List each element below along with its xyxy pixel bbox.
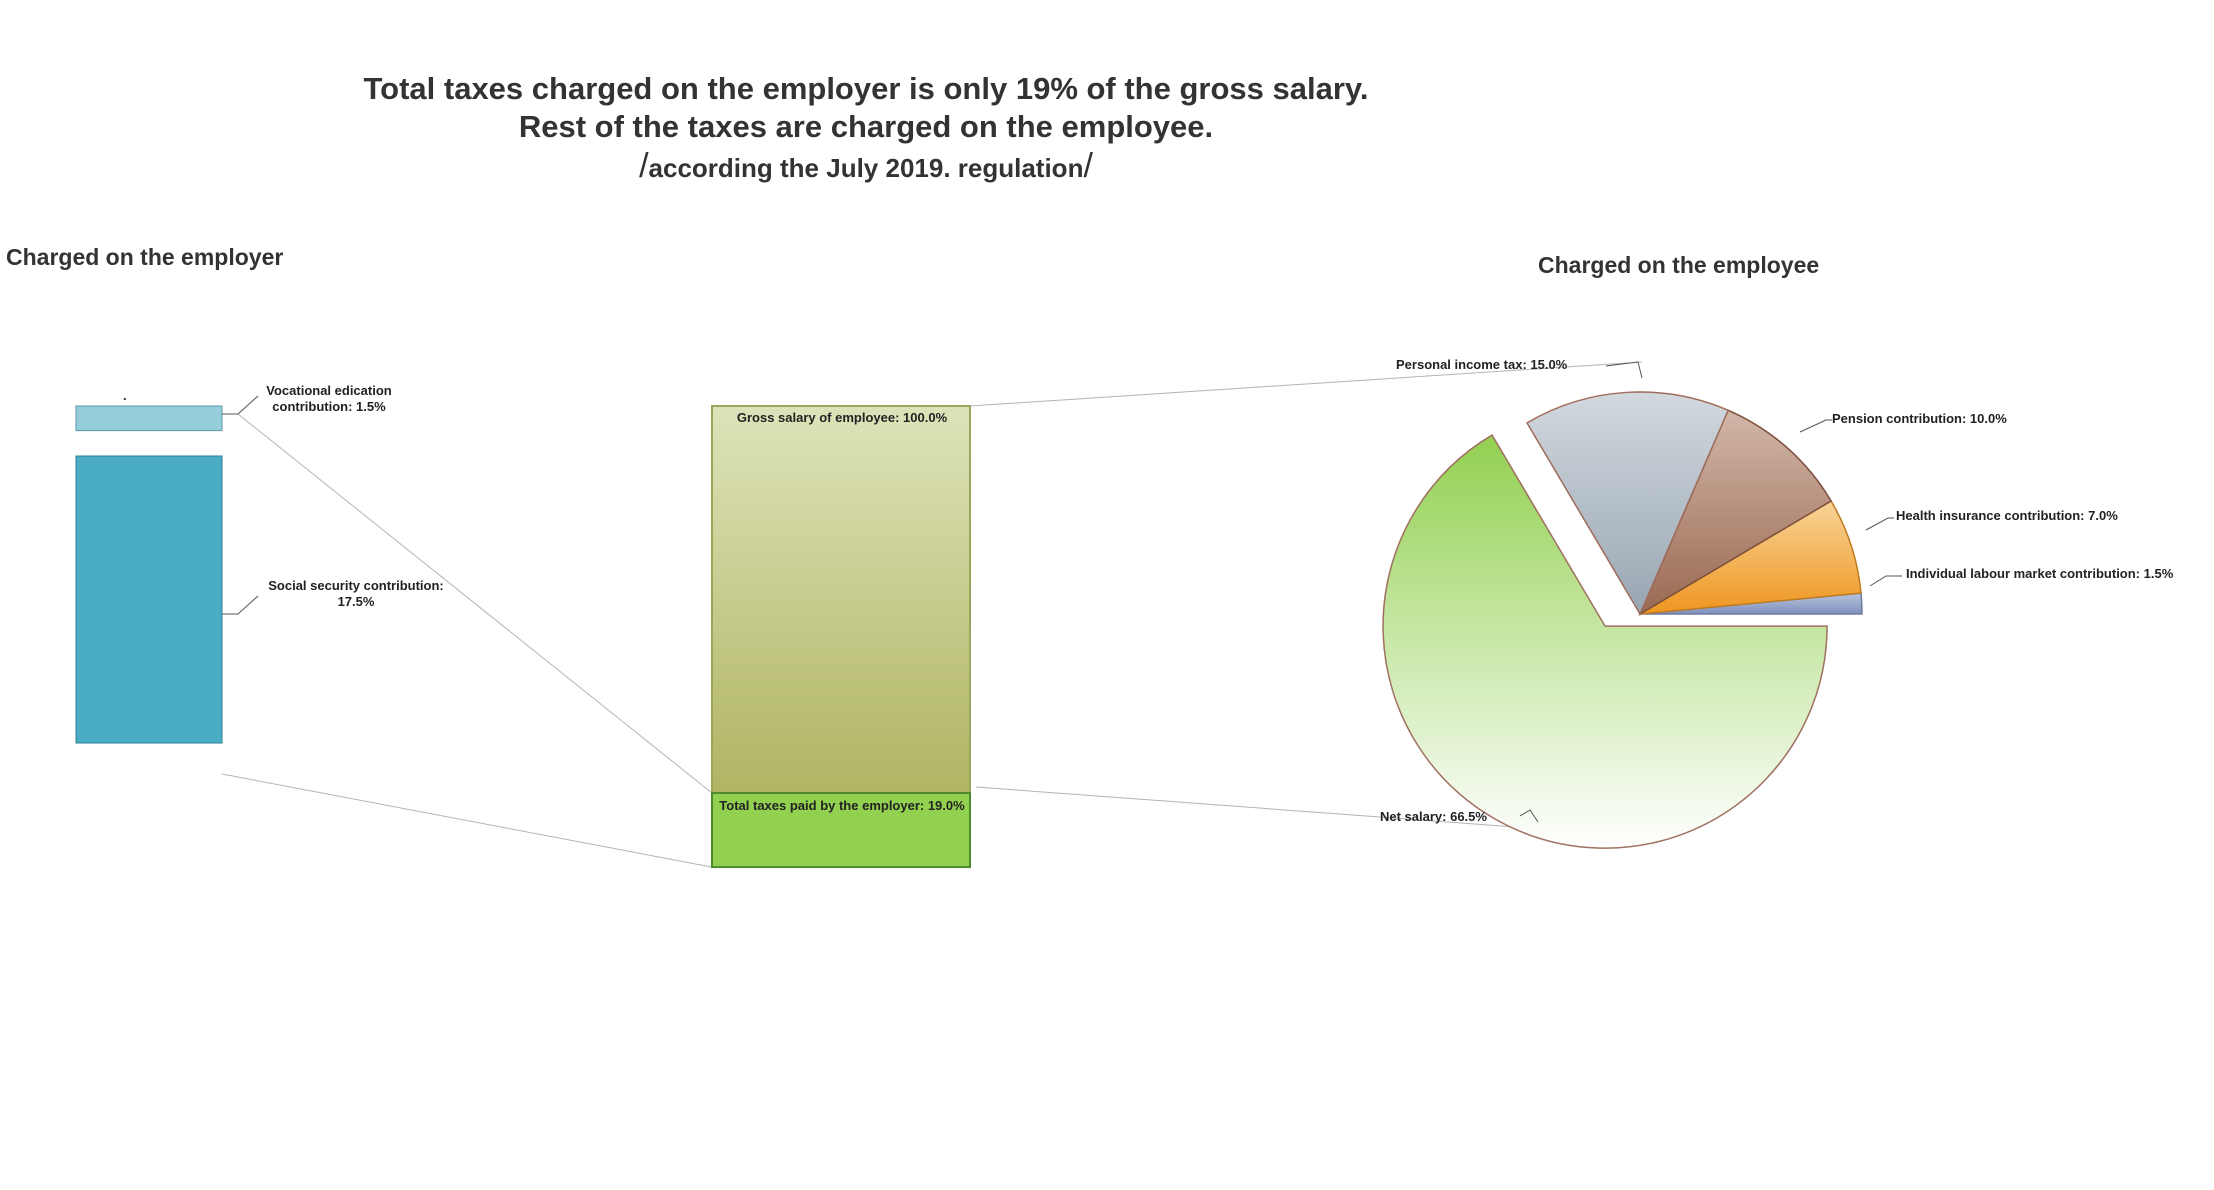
pension-label: Pension contribution: 10.0% — [1832, 411, 2007, 426]
social-security-bar — [75, 455, 223, 744]
employer-category-label: . — [123, 388, 127, 403]
connector-bottom-left — [221, 773, 713, 868]
pie-slice-pension-contribution — [1638, 409, 1833, 616]
vocational-bar — [75, 405, 223, 432]
net-salary-leader — [1519, 809, 1539, 823]
income-tax-label: Personal income tax: 15.0% — [1396, 357, 1568, 372]
leader-lines — [222, 361, 1902, 823]
gross-salary-label: Gross salary of employee: 100.0% — [736, 410, 948, 425]
title-line-3: /according the July 2019. regulation/ — [0, 148, 1732, 186]
title-line-1: Total taxes charged on the employer is o… — [363, 71, 1369, 106]
social-security-label: Social security contribution: 17.5% — [268, 578, 444, 609]
employer-section-title: Charged on the employer — [6, 244, 284, 270]
chart-title: Total taxes charged on the employer is o… — [0, 70, 1732, 186]
social-security-leader — [222, 595, 259, 615]
title-line-2: Rest of the taxes are charged on the emp… — [518, 109, 1214, 144]
connector-top-left — [237, 413, 713, 794]
employer-total-bar — [711, 792, 971, 869]
slash-right: / — [1083, 147, 1093, 185]
gross-salary-bar — [711, 405, 971, 794]
income-tax-leader — [1605, 361, 1643, 379]
health-leader — [1865, 517, 1894, 531]
labour-label: Individual labour market contribution: 1… — [1906, 566, 2174, 581]
vocational-label: Vocational edication contribution: 1.5% — [266, 383, 392, 414]
labour-leader — [1869, 575, 1902, 587]
pension-leader — [1799, 419, 1832, 433]
net-salary-label: Net salary: 66.5% — [1380, 809, 1487, 824]
employee-section-title: Charged on the employee — [1538, 252, 1820, 278]
health-label: Health insurance contribution: 7.0% — [1896, 508, 2118, 523]
employer-total-label: Total taxes paid by the employer: 19.0% — [719, 798, 965, 813]
pie-slice-personal-income-tax — [1525, 391, 1730, 616]
title-line-3-text: according the July 2019. regulation — [648, 153, 1084, 183]
vocational-leader — [222, 395, 259, 415]
connector-top-right — [969, 361, 1643, 407]
slash-left: / — [639, 147, 649, 185]
pie-slice-net-salary — [1382, 434, 1828, 849]
bars-group — [75, 405, 971, 869]
pie-group — [1382, 391, 1863, 849]
